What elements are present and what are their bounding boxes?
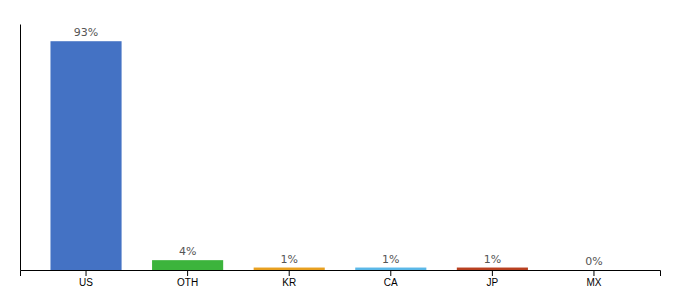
- data-labels: 93% 4% 1% 1% 1% 0%: [74, 26, 603, 268]
- x-tick-mark: [187, 270, 188, 276]
- x-tick-mark: [390, 270, 391, 276]
- x-tick-label: OTH: [177, 277, 198, 288]
- x-tick-label: US: [79, 277, 93, 288]
- data-label: 93%: [74, 26, 98, 39]
- chart: US OTH KR CA JP MX 93% 4% 1% 1% 1% 0%: [0, 0, 680, 300]
- bar: [254, 268, 325, 270]
- bar: [457, 268, 528, 270]
- x-tick-label: CA: [384, 277, 398, 288]
- data-label: 4%: [179, 245, 196, 258]
- x-axis-line: [21, 271, 661, 277]
- x-tick-label: MX: [586, 277, 601, 288]
- x-tick: KR: [282, 270, 296, 288]
- data-label: 1%: [280, 253, 297, 266]
- x-tick: OTH: [177, 270, 198, 288]
- data-label: 0%: [585, 255, 602, 268]
- x-tick: US: [79, 270, 93, 288]
- x-tick-label: KR: [282, 277, 296, 288]
- bar: [558, 270, 629, 271]
- bars: [50, 41, 527, 270]
- bar: [355, 268, 426, 270]
- x-tick-label: JP: [487, 277, 499, 288]
- data-label: 1%: [382, 253, 399, 266]
- chart-container: US OTH KR CA JP MX 93% 4% 1% 1% 1% 0%: [0, 0, 680, 300]
- y-axis-line: [20, 25, 21, 271]
- x-tick-mark: [86, 270, 87, 276]
- plot: US OTH KR CA JP MX 93% 4% 1% 1% 1% 0%: [21, 25, 661, 289]
- x-tick: JP: [487, 270, 499, 288]
- y-axis: [20, 25, 21, 271]
- bar: [152, 260, 223, 270]
- x-axis: US OTH KR CA JP MX: [21, 270, 661, 288]
- x-tick-mark: [492, 270, 493, 276]
- x-tick: MX: [586, 270, 601, 288]
- data-label: 1%: [484, 253, 501, 266]
- bar: [50, 41, 121, 270]
- x-tick-mark: [593, 270, 594, 276]
- x-tick-mark: [289, 270, 290, 276]
- x-tick: CA: [384, 270, 398, 288]
